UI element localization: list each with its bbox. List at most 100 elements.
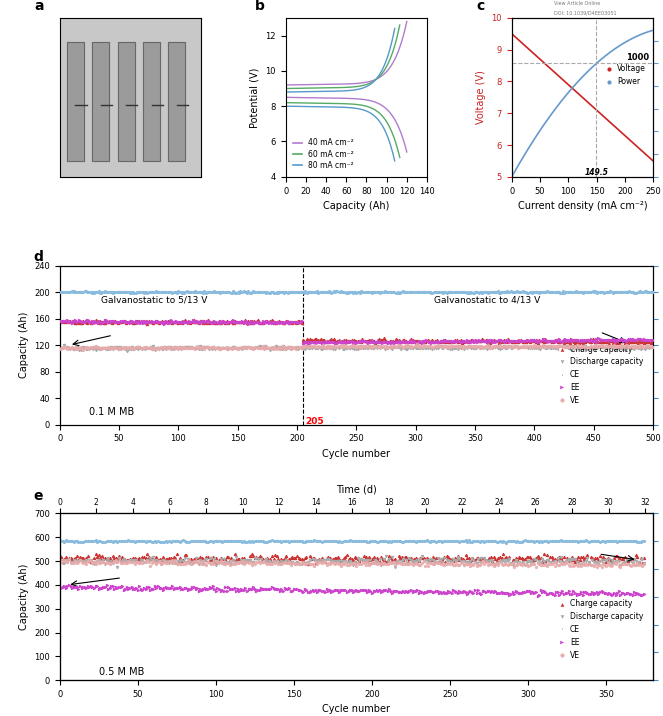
Point: [232, 316, 243, 327]
Point: [553, 343, 564, 354]
Point: [431, 586, 442, 597]
Text: b: b: [255, 0, 265, 13]
Point: [262, 343, 272, 354]
Point: [564, 559, 574, 571]
Point: [135, 554, 146, 566]
Point: [460, 341, 471, 352]
Point: [446, 335, 457, 347]
Point: [301, 340, 312, 352]
Point: [464, 342, 475, 353]
Point: [102, 316, 113, 327]
Point: [424, 536, 435, 547]
Point: [135, 535, 146, 546]
Point: [262, 553, 272, 564]
Point: [551, 558, 562, 569]
Point: [195, 584, 206, 595]
Point: [173, 286, 184, 297]
Point: [135, 584, 146, 595]
Point: [626, 589, 636, 600]
Point: [356, 336, 367, 347]
Point: [589, 343, 600, 354]
Point: [587, 554, 597, 566]
Point: [76, 317, 86, 329]
Point: [442, 342, 453, 354]
Point: [389, 554, 399, 566]
Point: [309, 552, 320, 563]
Point: [198, 317, 209, 329]
Point: [631, 342, 642, 353]
Point: [218, 316, 229, 327]
Point: [469, 584, 480, 596]
Point: [645, 334, 656, 346]
Point: [409, 341, 420, 352]
Point: [478, 335, 489, 347]
Point: [507, 557, 518, 569]
Point: [248, 536, 259, 548]
Point: [506, 588, 516, 599]
Point: [403, 340, 414, 352]
Point: [451, 555, 461, 566]
Point: [385, 337, 396, 349]
Point: [549, 342, 560, 354]
Point: [434, 556, 444, 568]
Point: [239, 553, 249, 564]
Point: [166, 286, 176, 298]
Point: [274, 316, 284, 327]
Point: [125, 286, 136, 297]
Point: [418, 536, 429, 547]
Point: [542, 286, 553, 297]
Point: [393, 556, 404, 568]
Point: [242, 554, 253, 566]
Point: [111, 556, 121, 568]
Point: [331, 337, 341, 348]
Point: [166, 316, 176, 328]
Point: [471, 558, 482, 569]
Point: [268, 316, 278, 328]
Point: [518, 536, 529, 547]
Point: [481, 556, 491, 567]
Point: [520, 286, 531, 298]
Point: [269, 317, 280, 329]
Point: [326, 556, 337, 568]
Point: [572, 342, 582, 353]
Point: [92, 551, 103, 562]
Point: [540, 535, 550, 546]
Point: [431, 556, 442, 568]
Point: [368, 337, 379, 348]
Point: [606, 342, 617, 354]
Point: [473, 535, 483, 546]
Point: [618, 340, 629, 352]
Point: [300, 558, 310, 569]
Point: [270, 536, 280, 547]
Point: [526, 335, 537, 347]
Point: [312, 342, 322, 354]
Point: [152, 536, 163, 547]
Point: [554, 551, 565, 563]
Point: [424, 341, 434, 352]
Point: [439, 287, 450, 299]
Point: [409, 555, 420, 566]
Point: [286, 559, 296, 571]
Point: [357, 553, 368, 565]
Point: [134, 553, 145, 564]
Point: [367, 335, 377, 347]
Point: [475, 335, 486, 347]
Point: [410, 586, 421, 597]
Point: [451, 586, 461, 598]
Point: [575, 334, 586, 346]
Point: [190, 342, 200, 354]
Point: [82, 556, 93, 567]
Point: [344, 336, 355, 347]
Point: [139, 342, 149, 354]
Point: [401, 340, 412, 352]
Point: [60, 552, 71, 563]
Point: [367, 341, 377, 352]
Point: [58, 315, 68, 326]
Point: [191, 316, 202, 327]
Point: [594, 340, 605, 352]
Point: [199, 286, 210, 297]
Point: [524, 556, 535, 567]
Point: [603, 589, 613, 600]
Point: [68, 343, 79, 354]
Point: [68, 316, 78, 328]
